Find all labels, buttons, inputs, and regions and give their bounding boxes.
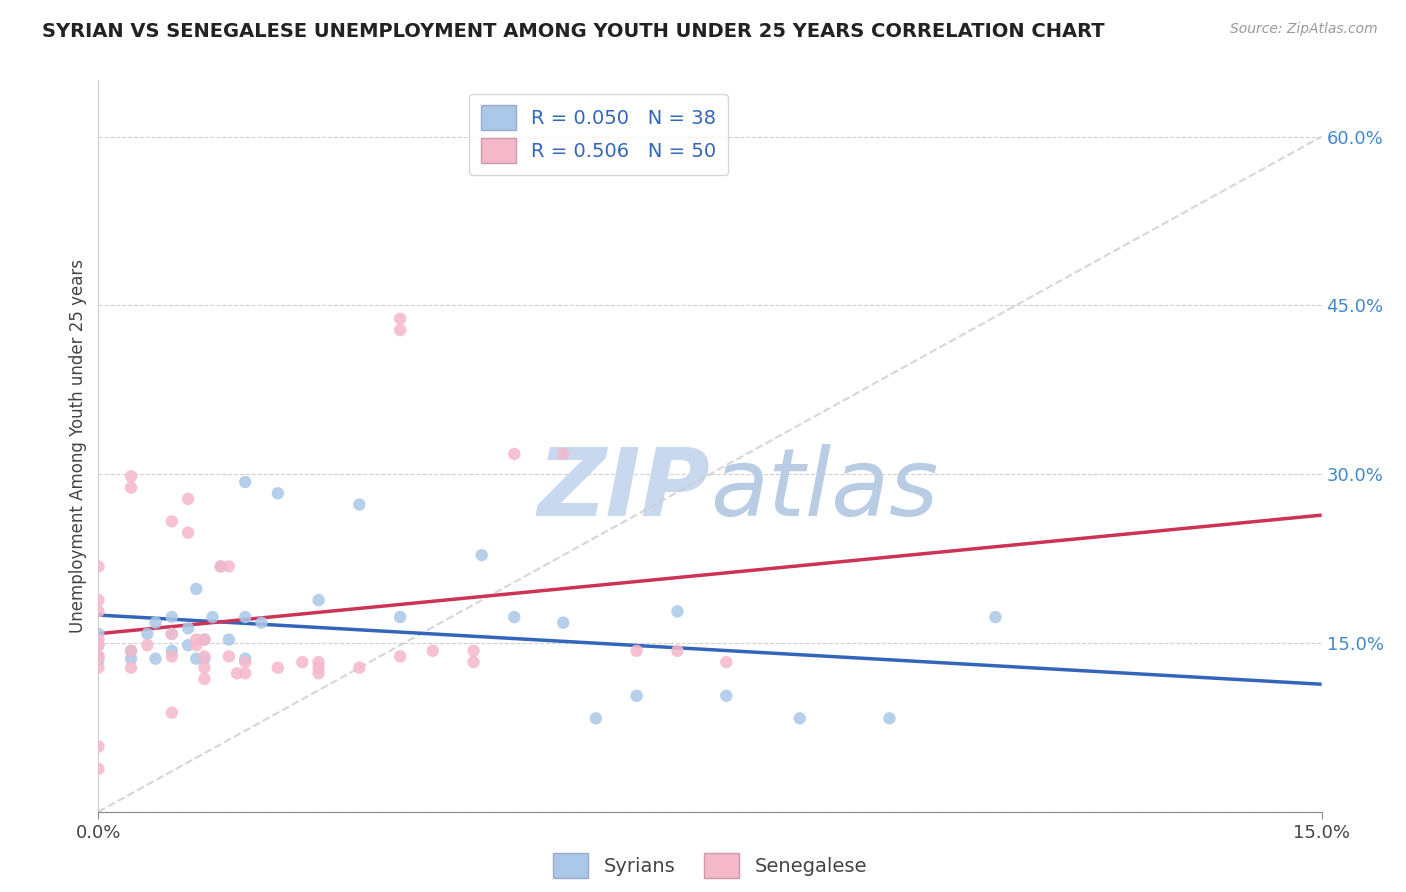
- Point: [349, 661, 371, 675]
- Point: [209, 559, 232, 574]
- Point: [389, 610, 412, 624]
- Point: [160, 649, 183, 664]
- Point: [389, 311, 412, 326]
- Point: [87, 632, 110, 647]
- Point: [308, 655, 330, 669]
- Point: [666, 604, 689, 618]
- Point: [87, 559, 110, 574]
- Point: [177, 525, 200, 540]
- Point: [136, 638, 159, 652]
- Point: [218, 632, 240, 647]
- Text: Source: ZipAtlas.com: Source: ZipAtlas.com: [1230, 22, 1378, 37]
- Point: [218, 649, 240, 664]
- Point: [186, 638, 208, 652]
- Point: [233, 610, 256, 624]
- Point: [553, 447, 575, 461]
- Point: [308, 593, 330, 607]
- Point: [120, 651, 142, 665]
- Point: [666, 644, 689, 658]
- Point: [233, 651, 256, 665]
- Point: [120, 481, 142, 495]
- Point: [87, 762, 110, 776]
- Point: [193, 672, 215, 686]
- Point: [177, 491, 200, 506]
- Point: [136, 627, 159, 641]
- Point: [160, 627, 183, 641]
- Point: [87, 649, 110, 664]
- Point: [626, 689, 648, 703]
- Legend: Syrians, Senegalese: Syrians, Senegalese: [546, 846, 875, 886]
- Point: [879, 711, 901, 725]
- Point: [267, 486, 290, 500]
- Point: [503, 447, 526, 461]
- Point: [87, 739, 110, 754]
- Point: [160, 515, 183, 529]
- Point: [291, 655, 314, 669]
- Point: [193, 651, 215, 665]
- Point: [585, 711, 607, 725]
- Point: [186, 651, 208, 665]
- Point: [145, 615, 167, 630]
- Point: [201, 610, 224, 624]
- Point: [308, 661, 330, 675]
- Point: [87, 661, 110, 675]
- Point: [471, 548, 494, 562]
- Point: [87, 627, 110, 641]
- Point: [87, 638, 110, 652]
- Point: [120, 644, 142, 658]
- Point: [120, 644, 142, 658]
- Point: [226, 666, 249, 681]
- Point: [250, 615, 273, 630]
- Point: [553, 615, 575, 630]
- Point: [349, 498, 371, 512]
- Point: [193, 632, 215, 647]
- Point: [626, 644, 648, 658]
- Point: [186, 582, 208, 596]
- Point: [233, 475, 256, 489]
- Point: [389, 649, 412, 664]
- Point: [193, 661, 215, 675]
- Point: [193, 649, 215, 664]
- Point: [87, 649, 110, 664]
- Point: [160, 627, 183, 641]
- Point: [716, 655, 738, 669]
- Point: [267, 661, 290, 675]
- Point: [87, 604, 110, 618]
- Point: [87, 593, 110, 607]
- Point: [218, 559, 240, 574]
- Point: [177, 621, 200, 635]
- Point: [160, 706, 183, 720]
- Point: [503, 610, 526, 624]
- Point: [308, 666, 330, 681]
- Y-axis label: Unemployment Among Youth under 25 years: Unemployment Among Youth under 25 years: [69, 259, 87, 633]
- Text: atlas: atlas: [710, 444, 938, 535]
- Point: [193, 632, 215, 647]
- Point: [160, 644, 183, 658]
- Text: ZIP: ZIP: [537, 444, 710, 536]
- Point: [463, 655, 485, 669]
- Point: [389, 323, 412, 337]
- Point: [422, 644, 444, 658]
- Point: [186, 632, 208, 647]
- Point: [233, 655, 256, 669]
- Point: [463, 644, 485, 658]
- Point: [233, 666, 256, 681]
- Point: [120, 661, 142, 675]
- Point: [160, 610, 183, 624]
- Text: SYRIAN VS SENEGALESE UNEMPLOYMENT AMONG YOUTH UNDER 25 YEARS CORRELATION CHART: SYRIAN VS SENEGALESE UNEMPLOYMENT AMONG …: [42, 22, 1105, 41]
- Point: [87, 638, 110, 652]
- Point: [716, 689, 738, 703]
- Point: [120, 469, 142, 483]
- Point: [87, 653, 110, 667]
- Point: [145, 651, 167, 665]
- Point: [984, 610, 1007, 624]
- Point: [789, 711, 811, 725]
- Point: [209, 559, 232, 574]
- Point: [177, 638, 200, 652]
